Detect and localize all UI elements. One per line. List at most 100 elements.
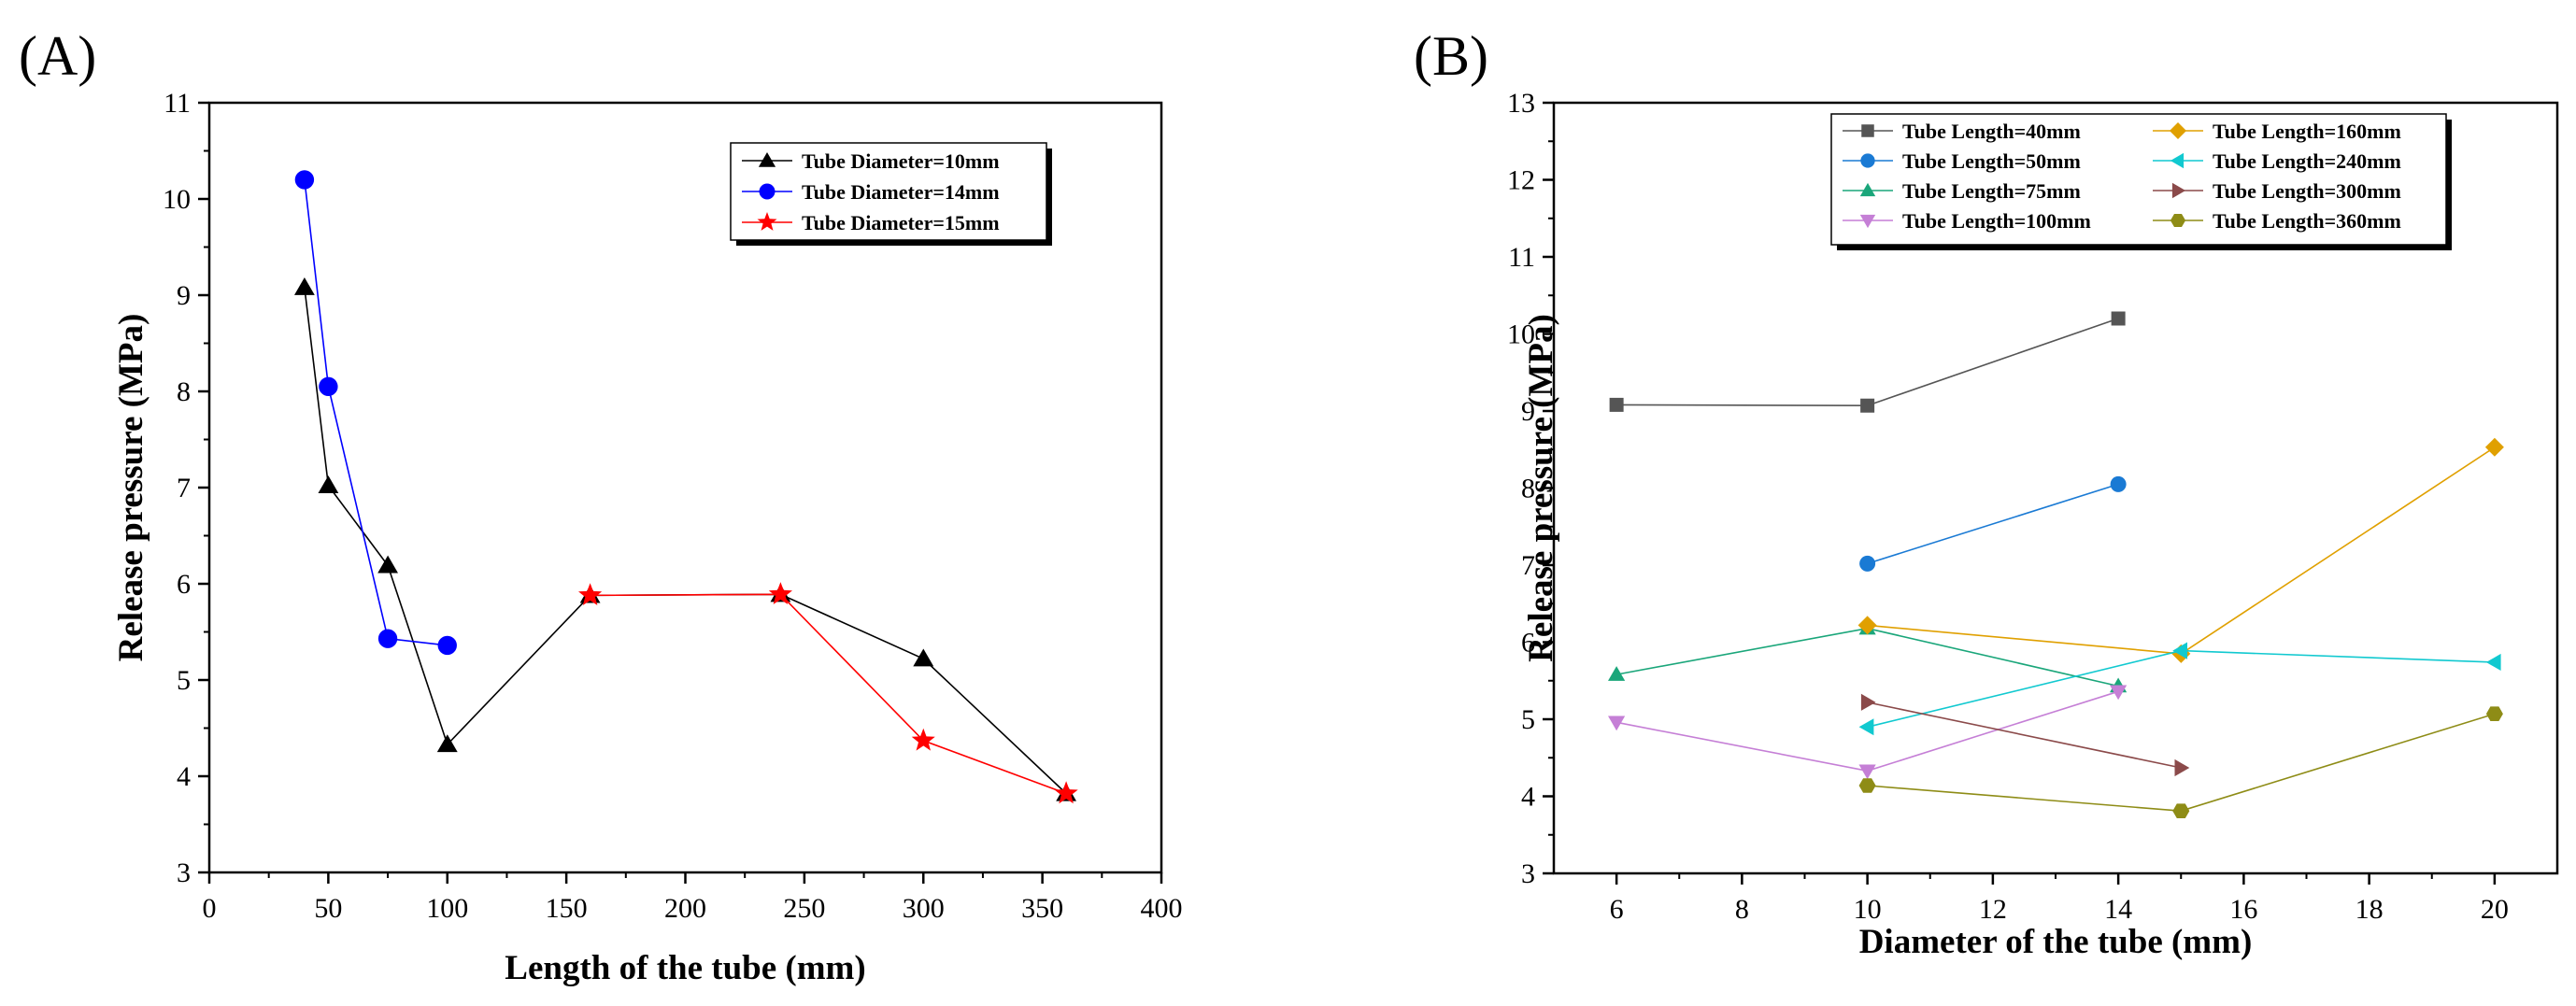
chart-a-series-3-point-1 (578, 583, 603, 605)
chart-a-series-1 (294, 277, 1076, 801)
chart-b-series-5 (1857, 437, 2504, 663)
chart-b-x-tick-label: 14 (2104, 894, 2132, 925)
chart-b-series-2 (1859, 475, 2127, 572)
chart-b-series-8-point-1 (1858, 778, 1876, 793)
chart-a-series-1-point-1 (294, 277, 315, 295)
chart-b-series-1-point-3 (2111, 311, 2126, 326)
chart-b-x-tick-label: 16 (2229, 894, 2257, 925)
chart-a-series-1-point-2 (318, 475, 339, 493)
chart-a-y-tick-label: 9 (177, 280, 191, 311)
chart-b-legend-marker-8 (2170, 214, 2186, 227)
chart-a-y-tick-label: 8 (177, 376, 191, 407)
chart-b-legend-marker-3 (1859, 182, 1876, 197)
chart-b-legend-marker-5 (2170, 122, 2186, 139)
chart-b-legend-marker-7 (2171, 182, 2186, 199)
chart-a-x-tick-label: 100 (426, 893, 468, 924)
chart-a-y-tick-label: 3 (177, 857, 191, 888)
chart-b-legend: Tube Length=40mm Tube Length=50mm Tube Len… (1830, 113, 2452, 250)
chart-a-y-tick-label: 10 (163, 184, 191, 215)
chart-b-y-tick-label: 8 (1521, 474, 1535, 504)
chart-b-series-2-line (1867, 483, 2119, 565)
chart-b-legend-label-5: Tube Length=160mm (2213, 120, 2401, 143)
chart-b-series-7 (1860, 693, 2190, 777)
chart-b-legend-label-7: Tube Length=300mm (2213, 179, 2401, 203)
chart-b-series-3-point-1 (1608, 666, 1626, 681)
chart-a-x-tick-label: 400 (1141, 893, 1183, 924)
chart-b-series-1 (1609, 311, 2126, 413)
chart-b-series-5-line (1867, 446, 2496, 655)
chart-b-y-tick-label: 6 (1521, 628, 1535, 659)
chart-b-legend-marker-2 (1860, 153, 1875, 168)
chart-b-legend-label-2: Tube Length=50mm (1902, 149, 2081, 173)
chart-b-series-8 (1858, 706, 2503, 818)
chart-a-legend-marker-2 (759, 183, 776, 200)
chart-b-y-tick-label: 4 (1521, 782, 1535, 813)
chart-b-series-7-point-1 (1860, 693, 1876, 711)
chart-a-y-tick-label: 7 (177, 473, 191, 503)
chart-b-series-2-point-1 (1859, 555, 1876, 572)
chart-b-x-axis-title: Diameter of the tube (mm) (1859, 923, 2253, 961)
chart-b-series-7-line (1867, 701, 2182, 769)
chart-b-legend-box (1830, 113, 2447, 246)
chart-a-y-axis-title: Release pressure (MPa) (112, 314, 150, 662)
chart-a-legend-marker-3 (757, 212, 777, 231)
chart-b-y-axis: 3 4 5 6 7 8 9 10 11 12 13 (1507, 88, 1554, 889)
chart-a-series-1-point-7 (913, 648, 934, 667)
chart-b-x-axis: 6 8 10 12 14 16 18 20 (1610, 873, 2509, 925)
chart-a-x-tick-label: 150 (546, 893, 588, 924)
chart-a-legend-marker-1 (758, 152, 776, 167)
chart-b-y-tick-label: 13 (1507, 88, 1535, 119)
chart-a-x-axis: 0 50 100 150 200 250 300 350 400 (203, 872, 1183, 924)
chart-b-series-2-point-2 (2110, 475, 2127, 492)
chart-b-series-6 (1858, 642, 2501, 736)
chart-a-y-tick-label: 11 (164, 88, 191, 119)
chart-a-legend: Tube Diameter=10mm Tube Diameter=14mm Tube… (730, 142, 1052, 246)
chart-b-x-tick-label: 18 (2355, 894, 2384, 925)
chart-b-panel-label: (B) (1414, 25, 1488, 87)
chart-a-x-tick-label: 200 (664, 893, 706, 924)
chart-a-svg: (A) 0 50 100 150 200 250 300 350 400 3 4 5 6 7 8 9 10 11 Le… (19, 25, 1183, 987)
chart-a-series-1-point-3 (377, 555, 398, 574)
chart-b-legend-label-8: Tube Length=360mm (2213, 209, 2401, 233)
chart-b-series-3-line (1615, 627, 2119, 687)
chart-a-y-tick-label: 5 (177, 665, 191, 696)
chart-b-series-6-point-3 (2485, 653, 2501, 671)
chart-b-y-tick-label: 9 (1521, 396, 1535, 427)
chart-b-x-tick-label: 12 (1979, 894, 2007, 925)
chart-a-legend-label-3: Tube Diameter=15mm (802, 211, 1000, 234)
chart-a-series-2-point-4 (437, 635, 457, 656)
chart-a-series-3-point-4 (1054, 781, 1078, 804)
chart-b-x-tick-label: 10 (1854, 894, 1882, 925)
chart-b-y-tick-label: 3 (1521, 858, 1535, 889)
chart-a-series-1-line (304, 287, 1067, 795)
chart-a-series-3 (578, 582, 1078, 804)
chart-a-series-2 (294, 170, 457, 656)
chart-b-y-tick-label: 7 (1521, 550, 1535, 581)
chart-a-series-2-point-1 (294, 170, 315, 190)
chart-b-series-4-point-3 (2110, 685, 2128, 701)
chart-a-series-2-point-2 (319, 376, 338, 397)
chart-panel-b: (B) 6 8 10 12 14 16 18 20 3 4 5 6 7 8 9 10 11 12 13 Diameter… (1288, 0, 2576, 1006)
chart-b-legend-label-4: Tube Length=100mm (1902, 209, 2091, 233)
chart-a-series-2-point-3 (377, 629, 398, 648)
chart-a-x-axis-title: Length of the tube (mm) (505, 949, 865, 987)
chart-a-y-axis: 3 4 5 6 7 8 9 10 11 (163, 88, 209, 888)
chart-a-series-3-point-3 (911, 728, 935, 751)
chart-a-legend-label-2: Tube Diameter=14mm (802, 180, 1000, 204)
chart-a-x-tick-label: 50 (314, 893, 342, 924)
chart-b-legend-marker-1 (1861, 124, 1874, 137)
chart-a-x-tick-label: 250 (783, 893, 825, 924)
chart-a-x-tick-label: 300 (903, 893, 945, 924)
chart-b-series-6-point-2 (2172, 642, 2187, 659)
chart-b-y-tick-label: 5 (1521, 704, 1535, 735)
chart-b-series-6-point-1 (1858, 718, 1874, 736)
chart-b-series-1-line (1616, 318, 2119, 407)
chart-b-legend-label-3: Tube Length=75mm (1902, 179, 2081, 203)
chart-b-svg: (B) 6 8 10 12 14 16 18 20 3 4 5 6 7 8 9 10 11 12 13 Diameter… (1414, 25, 2559, 961)
chart-b-x-tick-label: 20 (2481, 894, 2509, 925)
chart-b-series-7-point-2 (2174, 758, 2190, 777)
chart-b-legend-marker-4 (1859, 214, 1876, 229)
chart-a-series-1-point-4 (436, 734, 458, 753)
chart-b-legend-label-1: Tube Length=40mm (1902, 120, 2081, 143)
chart-a-legend-label-1: Tube Diameter=10mm (802, 149, 1000, 173)
